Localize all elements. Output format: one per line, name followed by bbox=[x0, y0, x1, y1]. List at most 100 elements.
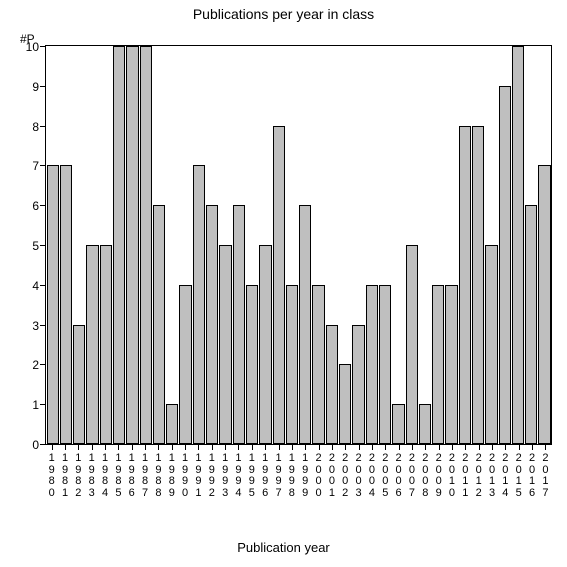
bar bbox=[419, 404, 431, 444]
x-tick-slot: 2 0 1 0 bbox=[445, 445, 458, 525]
x-tick-mark bbox=[479, 445, 480, 450]
x-tick-slot: 1 9 8 0 bbox=[45, 445, 58, 525]
bar bbox=[525, 205, 537, 444]
x-tick-slot: 1 9 8 7 bbox=[138, 445, 151, 525]
y-tick-label: 5 bbox=[32, 239, 39, 253]
bar-slot bbox=[73, 46, 86, 444]
bar bbox=[366, 285, 378, 444]
x-tick-slot: 2 0 0 5 bbox=[379, 445, 392, 525]
x-tick-mark bbox=[279, 445, 280, 450]
bar bbox=[406, 245, 418, 444]
x-tick-mark bbox=[265, 445, 266, 450]
x-tick-label: 2 0 0 7 bbox=[407, 453, 417, 499]
x-tick-label: 1 9 8 5 bbox=[113, 453, 123, 499]
bar-slot bbox=[166, 46, 179, 444]
bar bbox=[352, 325, 364, 444]
x-tick-label: 1 9 9 0 bbox=[180, 453, 190, 499]
x-tick-slot: 2 0 0 3 bbox=[352, 445, 365, 525]
y-axis-ticks: 012345678910 bbox=[0, 45, 45, 445]
bar bbox=[432, 285, 444, 444]
x-tick-slot: 1 9 8 3 bbox=[85, 445, 98, 525]
bar-slot bbox=[59, 46, 72, 444]
x-tick-mark bbox=[158, 445, 159, 450]
x-tick-label: 1 9 9 3 bbox=[220, 453, 230, 499]
bar-slot bbox=[259, 46, 272, 444]
bar bbox=[538, 165, 550, 444]
x-tick-label: 2 0 1 4 bbox=[500, 453, 510, 499]
bar-slot bbox=[179, 46, 192, 444]
x-tick-slot: 2 0 0 6 bbox=[392, 445, 405, 525]
x-tick-mark bbox=[145, 445, 146, 450]
x-tick-mark bbox=[399, 445, 400, 450]
bar-slot bbox=[245, 46, 258, 444]
x-tick-label: 1 9 8 8 bbox=[153, 453, 163, 499]
x-tick-mark bbox=[452, 445, 453, 450]
bar bbox=[326, 325, 338, 444]
x-tick-slot: 2 0 1 2 bbox=[472, 445, 485, 525]
bar-slot bbox=[365, 46, 378, 444]
x-tick-slot: 2 0 1 6 bbox=[525, 445, 538, 525]
x-tick-label: 1 9 8 6 bbox=[127, 453, 137, 499]
x-tick-mark bbox=[198, 445, 199, 450]
bar-slot bbox=[285, 46, 298, 444]
x-tick-mark bbox=[532, 445, 533, 450]
x-tick-slot: 2 0 0 4 bbox=[365, 445, 378, 525]
x-tick-slot: 1 9 9 8 bbox=[285, 445, 298, 525]
x-tick-mark bbox=[225, 445, 226, 450]
bar bbox=[379, 285, 391, 444]
bar-slot bbox=[525, 46, 538, 444]
x-tick-slot: 1 9 9 9 bbox=[299, 445, 312, 525]
x-tick-slot: 2 0 0 8 bbox=[419, 445, 432, 525]
bar bbox=[273, 126, 285, 444]
bar-slot bbox=[445, 46, 458, 444]
bar bbox=[499, 86, 511, 444]
bar-slot bbox=[312, 46, 325, 444]
x-tick-label: 1 9 9 5 bbox=[247, 453, 257, 499]
x-tick-slot: 1 9 8 4 bbox=[98, 445, 111, 525]
y-tick-label: 4 bbox=[32, 279, 39, 293]
x-tick-slot: 1 9 8 5 bbox=[112, 445, 125, 525]
bar bbox=[512, 46, 524, 444]
bar-slot bbox=[511, 46, 524, 444]
x-tick-slot: 2 0 0 9 bbox=[432, 445, 445, 525]
x-axis-label: Publication year bbox=[0, 540, 567, 555]
x-tick-slot: 1 9 9 3 bbox=[218, 445, 231, 525]
bar bbox=[312, 285, 324, 444]
x-tick-slot: 2 0 1 4 bbox=[499, 445, 512, 525]
x-tick-label: 2 0 0 3 bbox=[354, 453, 364, 499]
x-tick-label: 2 0 0 4 bbox=[367, 453, 377, 499]
x-tick-slot: 2 0 1 3 bbox=[485, 445, 498, 525]
x-tick-mark bbox=[92, 445, 93, 450]
x-tick-mark bbox=[292, 445, 293, 450]
x-tick-mark bbox=[332, 445, 333, 450]
x-tick-label: 1 9 9 7 bbox=[274, 453, 284, 499]
bar-slot bbox=[219, 46, 232, 444]
bar bbox=[73, 325, 85, 444]
bar-slot bbox=[418, 46, 431, 444]
x-tick-label: 1 9 8 4 bbox=[100, 453, 110, 499]
y-tick-label: 10 bbox=[26, 40, 39, 54]
x-tick-mark bbox=[465, 445, 466, 450]
x-tick-mark bbox=[305, 445, 306, 450]
y-tick-label: 8 bbox=[32, 120, 39, 134]
chart-container: Publications per year in class #P 012345… bbox=[0, 0, 567, 567]
x-tick-label: 2 0 0 9 bbox=[434, 453, 444, 499]
bar bbox=[472, 126, 484, 444]
x-tick-slot: 2 0 0 7 bbox=[405, 445, 418, 525]
x-tick-mark bbox=[425, 445, 426, 450]
bar bbox=[60, 165, 72, 444]
bar bbox=[179, 285, 191, 444]
x-tick-label: 1 9 8 0 bbox=[47, 453, 57, 499]
plot-area bbox=[45, 45, 552, 445]
x-tick-label: 1 9 8 3 bbox=[87, 453, 97, 499]
x-tick-slot: 1 9 9 7 bbox=[272, 445, 285, 525]
bar bbox=[339, 364, 351, 444]
x-tick-mark bbox=[252, 445, 253, 450]
x-tick-slot: 1 9 9 1 bbox=[192, 445, 205, 525]
x-tick-slot: 2 0 0 1 bbox=[325, 445, 338, 525]
x-tick-label: 1 9 9 1 bbox=[193, 453, 203, 499]
x-tick-mark bbox=[52, 445, 53, 450]
x-tick-mark bbox=[105, 445, 106, 450]
x-tick-label: 2 0 0 5 bbox=[380, 453, 390, 499]
x-tick-slot: 2 0 0 2 bbox=[339, 445, 352, 525]
